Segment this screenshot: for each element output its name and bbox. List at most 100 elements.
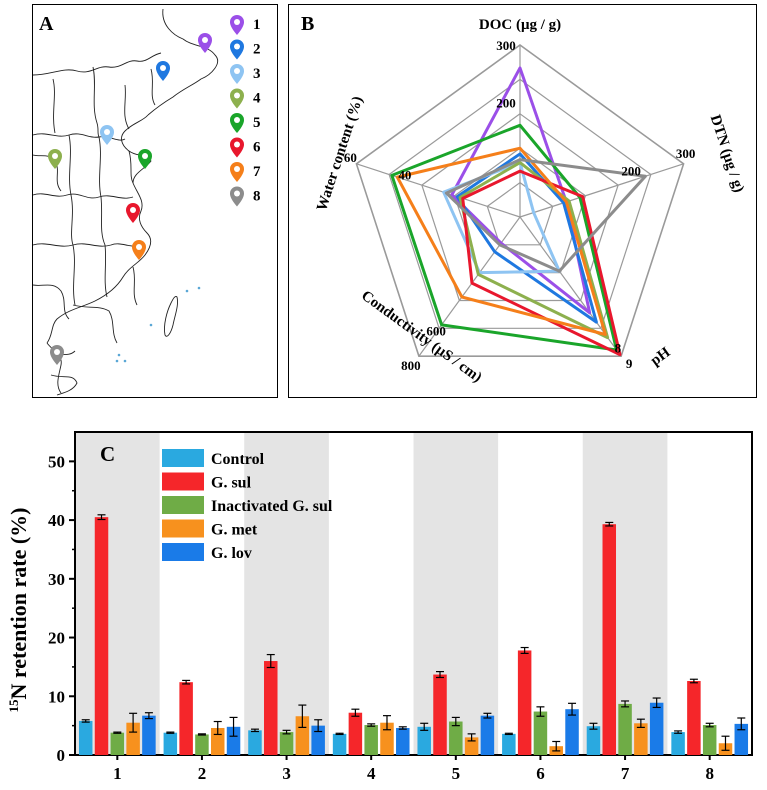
legend-swatch: [162, 449, 204, 467]
radar-series-site: [444, 158, 647, 273]
x-tick-label: 8: [705, 764, 714, 783]
map-pin-icon: [132, 240, 146, 260]
panel-label-a: A: [39, 13, 54, 35]
legend-label-site: 2: [253, 42, 261, 58]
site-pins: [48, 33, 212, 365]
y-tick-label: 0: [57, 746, 66, 765]
bar: [226, 726, 241, 755]
y-tick-label: 50: [48, 452, 65, 471]
legend-label-site: 7: [253, 164, 261, 180]
bar: [480, 715, 495, 755]
radar-ring: [388, 78, 652, 329]
bar: [195, 734, 209, 755]
plot-frame: [74, 431, 753, 756]
bar: [110, 732, 125, 755]
radar-series-site: [395, 146, 607, 337]
bar: [332, 733, 347, 755]
bar: [734, 723, 749, 755]
bar: [433, 674, 447, 755]
radar-spoke: [519, 163, 684, 218]
legend-swatch: [162, 543, 204, 561]
radar-label: 40: [398, 168, 411, 183]
radar-label: 800: [401, 358, 421, 373]
legend-pin-icon: [230, 64, 244, 84]
bar-marks: [78, 514, 749, 755]
y-tick-label: 10: [48, 687, 65, 706]
radar-label: 9: [626, 356, 633, 371]
bar: [533, 711, 548, 755]
radar-label: 200: [621, 164, 641, 179]
radar-series-site: [455, 152, 598, 324]
radar-label: Water content (%): [314, 94, 366, 213]
radar-ring: [486, 181, 554, 246]
legend-label: G. sul: [211, 475, 252, 492]
legend-label: G. met: [211, 522, 258, 539]
map-pin-icon: [48, 149, 62, 169]
radar-label: 600: [426, 323, 446, 338]
site-legend: 1 2 3 4 5 6 7 8: [230, 15, 261, 207]
radar-series: [390, 66, 647, 357]
panel-label-c: C: [100, 442, 115, 466]
radar-ring: [421, 113, 619, 302]
legend-pin-icon: [230, 88, 244, 109]
radar-label: 200: [496, 95, 516, 110]
radar-label: Conductivity (μS / cm): [358, 288, 485, 386]
bar: [248, 730, 262, 755]
bar: [634, 723, 648, 755]
x-tick-label: 1: [113, 764, 122, 783]
legend-swatch: [162, 519, 204, 538]
legend-label: Inactivated G. sul: [211, 498, 333, 515]
island-dots: [115, 286, 201, 363]
bar: [417, 726, 431, 755]
bar: [464, 737, 479, 755]
bar: [586, 726, 601, 755]
radar-label: 300: [676, 146, 696, 161]
bar: [142, 715, 156, 755]
bar: [517, 650, 532, 755]
bar: [264, 661, 278, 755]
x-tick-label: 6: [536, 764, 545, 783]
legend-label-site: 1: [253, 17, 261, 33]
bar: [94, 517, 109, 755]
y-tick-label: 40: [48, 511, 65, 530]
shaded-column: [413, 432, 499, 755]
x-tick-label: 2: [198, 764, 207, 783]
map-pin-icon: [198, 33, 212, 53]
legend-pin-icon: [230, 137, 244, 158]
radar-spoke: [356, 163, 521, 218]
bar: [687, 681, 701, 755]
bar: [702, 725, 717, 755]
radar-label: DTN (μg / g): [707, 113, 747, 195]
radar-series-site: [450, 66, 592, 315]
bar: [78, 720, 93, 755]
bar: [126, 722, 140, 755]
radar-label: 60: [344, 150, 357, 165]
legend-label: G. lov: [211, 545, 252, 562]
map-boundaries: [32, 8, 219, 396]
y-tick-label: 30: [48, 570, 65, 589]
bar: [380, 722, 394, 755]
bar: [502, 733, 516, 755]
x-tick-label: 5: [452, 764, 461, 783]
radar-spoke: [418, 216, 521, 357]
bar: [602, 524, 617, 755]
legend-label-site: 4: [253, 91, 261, 107]
bar: [671, 732, 685, 755]
legend-swatch: [162, 496, 204, 514]
radar-series-site: [390, 123, 619, 352]
bar-chart: 0 10 20 30 40 50 1 2 3 4 5 6 7 8 Control G. sul Inactiv…: [6, 431, 753, 783]
map-pin-icon: [156, 61, 170, 81]
panel-b-radar: DOC (μg / g) 200 300 DTN (μg / g) 200 300 pH 8 9…: [288, 4, 757, 398]
legend-swatch: [162, 472, 204, 491]
radar-label: pH: [648, 344, 674, 369]
map-pin-icon: [138, 148, 152, 169]
bar: [179, 682, 193, 755]
bar: [295, 716, 310, 755]
legend-pin-icon: [230, 39, 244, 60]
legend-pin-icon: [230, 113, 244, 133]
legend-label-site: 8: [253, 189, 261, 205]
shaded-column: [244, 432, 329, 755]
bar-axes: 0 10 20 30 40 50 1 2 3 4 5 6 7 8: [48, 431, 753, 783]
radar-label: DOC (μg / g): [479, 17, 561, 33]
legend-label-site: 6: [253, 140, 261, 156]
